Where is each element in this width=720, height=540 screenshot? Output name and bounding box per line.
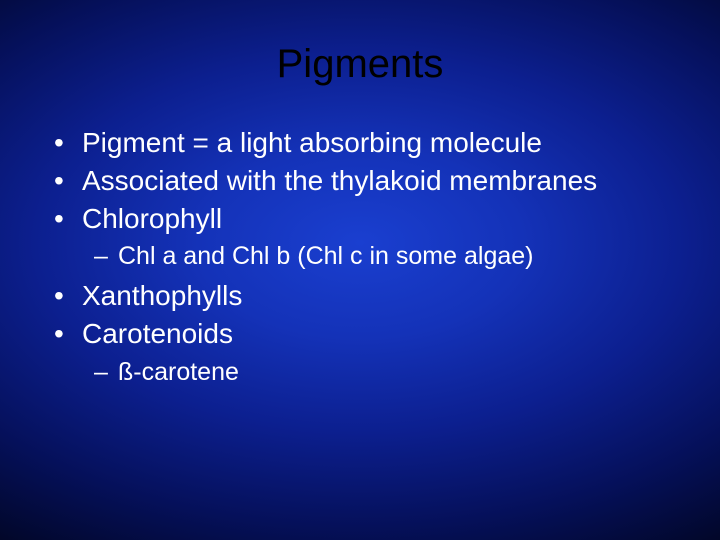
bullet-item: Xanthophylls — [54, 278, 680, 314]
bullet-text: Pigment = a light absorbing molecule — [82, 127, 542, 158]
bullet-text: Xanthophylls — [82, 280, 242, 311]
sub-bullet-list: Chl a and Chl b (Chl c in some algae) — [94, 240, 680, 274]
sub-bullet-item: ß-carotene — [94, 356, 680, 390]
sub-bullet-item: Chl a and Chl b (Chl c in some algae) — [94, 240, 680, 274]
sub-bullet-text: ß-carotene — [118, 358, 239, 386]
bullet-text: Chlorophyll — [82, 203, 222, 234]
sub-bullet-list: ß-carotene — [94, 356, 680, 390]
sub-bullet-text: Chl a and Chl b (Chl c in some algae) — [118, 242, 533, 270]
bullet-list: Pigment = a light absorbing molecule Ass… — [54, 125, 680, 390]
slide: Pigments Pigment = a light absorbing mol… — [0, 0, 720, 540]
bullet-item: Carotenoids ß-carotene — [54, 316, 680, 390]
bullet-item: Associated with the thylakoid membranes — [54, 163, 680, 199]
bullet-text: Associated with the thylakoid membranes — [82, 165, 597, 196]
bullet-item: Pigment = a light absorbing molecule — [54, 125, 680, 161]
bullet-item: Chlorophyll Chl a and Chl b (Chl c in so… — [54, 201, 680, 275]
bullet-text: Carotenoids — [82, 318, 233, 349]
slide-title: Pigments — [0, 0, 720, 125]
slide-content: Pigment = a light absorbing molecule Ass… — [0, 125, 720, 390]
